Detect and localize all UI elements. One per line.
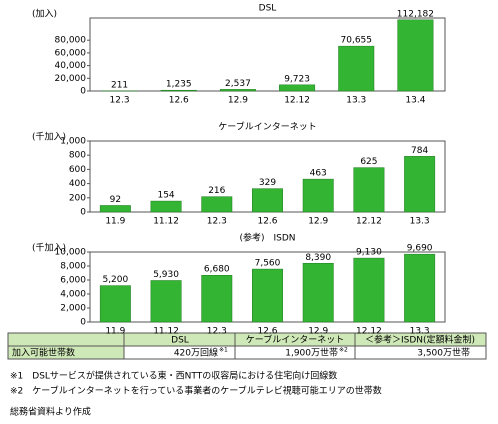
bar [252, 188, 283, 213]
x-tick-label: 12.6 [257, 217, 277, 227]
y-axis-label: (千加入) [32, 132, 66, 143]
bar [201, 274, 233, 323]
bar [201, 196, 233, 213]
y-axis-label: (加入) [32, 9, 57, 20]
chart-title: (参考) ISDN [239, 232, 295, 244]
y-tick-label: 4,000 [60, 290, 86, 300]
data-label: 625 [360, 157, 377, 167]
note: ※2 ケーブルインターネットを行っている事業者のケーブルテレビ視聴可能エリアの世… [10, 385, 382, 397]
data-label: 154 [157, 191, 174, 201]
note: ※1 DSLサービスが提供されている東・西NTTの収容局における住宅向け回線数 [10, 370, 337, 382]
y-tick-label: 400 [69, 179, 86, 189]
data-label: 6,680 [204, 265, 230, 275]
bar [338, 45, 375, 92]
source: 総務省資料より作成 [10, 406, 91, 418]
data-label: 216 [208, 186, 225, 196]
x-tick-label: 13.3 [410, 217, 430, 227]
table-cell: 3,500万世帯 [417, 347, 470, 359]
data-label: 92 [110, 195, 121, 205]
data-label: 5,200 [102, 275, 128, 285]
bar [397, 19, 434, 92]
x-tick-label: 13.3 [346, 96, 366, 106]
x-tick-label: 12.3 [207, 327, 227, 337]
data-label: 7,560 [255, 259, 281, 269]
y-tick-label: 800 [69, 151, 86, 161]
data-label: 112,182 [397, 9, 434, 19]
x-tick-label: 11.9 [105, 327, 125, 337]
x-tick-label: 12.9 [228, 96, 248, 106]
data-label: 211 [111, 80, 128, 90]
table: DSL ケーブルインターネット ＜参考＞ISDN(定額料金制) 加入可能世帯数 … [7, 332, 487, 360]
y-tick-label: 8,000 [60, 262, 86, 272]
bar [279, 84, 316, 92]
x-tick-label: 13.3 [410, 327, 430, 337]
data-label: 784 [411, 146, 428, 156]
bar [99, 205, 131, 213]
chart-title: ケーブルインターネット [218, 121, 316, 133]
x-tick-label: 12.12 [356, 217, 382, 227]
bar [353, 167, 385, 213]
y-tick-label: 20,000 [55, 74, 87, 84]
y-axis-label: (千加入) [32, 243, 66, 254]
data-label: 5,930 [153, 270, 179, 280]
x-tick-label: 11.12 [153, 327, 179, 337]
table-cell: 1,900万世帯 [285, 347, 338, 359]
y-tick-label: 0 [80, 318, 86, 328]
x-tick-label: 12.3 [110, 96, 130, 106]
data-label: 463 [310, 169, 327, 179]
bar [160, 89, 197, 92]
y-tick-label: 1,000 [60, 137, 86, 147]
bar [302, 263, 334, 323]
bar [150, 280, 182, 323]
table-header-bg [8, 333, 486, 346]
y-tick-label: 0 [80, 87, 86, 97]
data-label: 9,690 [407, 244, 433, 254]
bar [353, 257, 385, 323]
y-tick-label: 0 [80, 208, 86, 218]
y-tick-label: 40,000 [55, 61, 87, 71]
table-cell: 420万回線 [174, 347, 218, 359]
x-tick-label: 12.9 [308, 217, 328, 227]
y-tick-label: 2,000 [60, 304, 86, 314]
bar [302, 178, 334, 213]
x-tick-label: 11.12 [153, 217, 179, 227]
x-tick-label: 13.4 [405, 96, 425, 106]
x-tick-label: 12.12 [356, 327, 382, 337]
y-tick-label: 6,000 [60, 276, 86, 286]
bar [150, 200, 182, 213]
table-note: ※2 [339, 347, 348, 354]
x-tick-label: 12.6 [169, 96, 189, 106]
table-note: ※1 [219, 347, 228, 354]
table-header: ケーブルインターネット [246, 334, 344, 346]
bar [252, 268, 283, 323]
y-tick-label: 200 [69, 193, 86, 203]
y-tick-label: 60,000 [55, 48, 87, 58]
chart-title: DSL [259, 4, 277, 14]
bar [99, 285, 131, 323]
table-header: DSL [171, 336, 189, 346]
data-label: 2,537 [225, 79, 251, 89]
bar [219, 89, 256, 92]
bar [404, 156, 436, 213]
plot-frame [89, 17, 446, 92]
table-header: ＜参考＞ISDN(定額料金制) [365, 334, 475, 346]
table-label-bg [8, 346, 124, 359]
data-label: 70,655 [341, 36, 373, 46]
data-label: 8,390 [305, 253, 331, 263]
data-label: 1,235 [166, 80, 192, 90]
x-tick-label: 11.9 [105, 217, 125, 227]
data-label: 329 [259, 178, 276, 188]
y-tick-label: 600 [69, 165, 86, 175]
x-tick-label: 12.6 [257, 327, 277, 337]
x-tick-label: 12.3 [207, 217, 227, 227]
table-row-label: 加入可能世帯数 [12, 347, 75, 359]
x-tick-label: 12.12 [284, 96, 310, 106]
y-tick-label: 80,000 [55, 36, 87, 46]
bar [404, 253, 436, 323]
y-tick-label: 10,000 [55, 248, 87, 258]
data-label: 9,130 [356, 248, 382, 258]
x-tick-label: 12.9 [308, 327, 328, 337]
data-label: 9,723 [284, 74, 310, 84]
